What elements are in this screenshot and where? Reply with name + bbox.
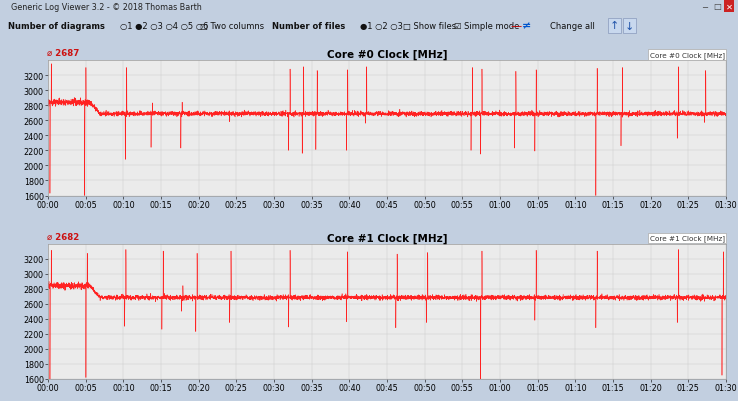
Text: Generic Log Viewer 3.2 - © 2018 Thomas Barth: Generic Log Viewer 3.2 - © 2018 Thomas B… bbox=[11, 3, 201, 12]
Text: ≠: ≠ bbox=[522, 21, 531, 31]
Text: Change all: Change all bbox=[550, 22, 595, 31]
Text: Number of diagrams: Number of diagrams bbox=[8, 22, 105, 31]
Title: Core #1 Clock [MHz]: Core #1 Clock [MHz] bbox=[327, 233, 447, 243]
Text: Core #1 Clock [MHz]: Core #1 Clock [MHz] bbox=[649, 235, 725, 242]
Text: ─: ─ bbox=[703, 2, 708, 12]
Text: □ Show files: □ Show files bbox=[403, 22, 456, 31]
Text: ⌀ 2682: ⌀ 2682 bbox=[47, 232, 80, 241]
Text: —: — bbox=[510, 21, 521, 31]
Text: Core #0 Clock [MHz]: Core #0 Clock [MHz] bbox=[649, 52, 725, 59]
Text: ↓: ↓ bbox=[625, 21, 635, 31]
Text: Number of files: Number of files bbox=[272, 22, 345, 31]
Text: ●1 ○2 ○3: ●1 ○2 ○3 bbox=[360, 22, 403, 31]
Text: ☑ Simple mode: ☑ Simple mode bbox=[454, 22, 520, 31]
Text: □ Two columns: □ Two columns bbox=[200, 22, 264, 31]
Text: ○1 ●2 ○3 ○4 ○5 ○6: ○1 ●2 ○3 ○4 ○5 ○6 bbox=[120, 22, 208, 31]
Text: □: □ bbox=[714, 2, 722, 12]
Text: ✕: ✕ bbox=[725, 2, 732, 12]
Text: ⌀ 2687: ⌀ 2687 bbox=[47, 49, 80, 58]
Text: ↑: ↑ bbox=[610, 21, 619, 31]
Title: Core #0 Clock [MHz]: Core #0 Clock [MHz] bbox=[327, 50, 447, 60]
